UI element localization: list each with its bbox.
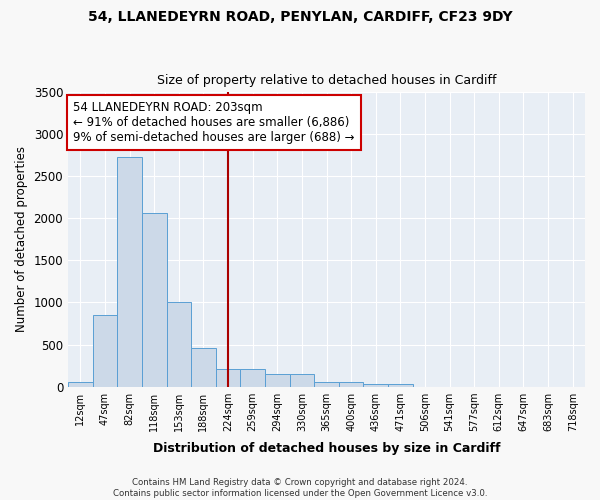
Bar bbox=[142, 212, 167, 386]
Bar bbox=[290, 374, 314, 386]
Bar bbox=[339, 382, 364, 386]
Bar bbox=[68, 382, 92, 386]
Bar bbox=[364, 384, 388, 386]
Title: Size of property relative to detached houses in Cardiff: Size of property relative to detached ho… bbox=[157, 74, 496, 87]
Bar bbox=[92, 315, 117, 386]
Bar bbox=[241, 369, 265, 386]
Bar bbox=[167, 302, 191, 386]
Text: 54, LLANEDEYRN ROAD, PENYLAN, CARDIFF, CF23 9DY: 54, LLANEDEYRN ROAD, PENYLAN, CARDIFF, C… bbox=[88, 10, 512, 24]
Bar bbox=[216, 369, 241, 386]
Bar bbox=[191, 348, 216, 387]
X-axis label: Distribution of detached houses by size in Cardiff: Distribution of detached houses by size … bbox=[153, 442, 500, 455]
Text: Contains HM Land Registry data © Crown copyright and database right 2024.
Contai: Contains HM Land Registry data © Crown c… bbox=[113, 478, 487, 498]
Bar bbox=[265, 374, 290, 386]
Bar bbox=[117, 157, 142, 386]
Bar bbox=[388, 384, 413, 386]
Text: 54 LLANEDEYRN ROAD: 203sqm
← 91% of detached houses are smaller (6,886)
9% of se: 54 LLANEDEYRN ROAD: 203sqm ← 91% of deta… bbox=[73, 101, 355, 144]
Bar bbox=[314, 382, 339, 386]
Y-axis label: Number of detached properties: Number of detached properties bbox=[15, 146, 28, 332]
